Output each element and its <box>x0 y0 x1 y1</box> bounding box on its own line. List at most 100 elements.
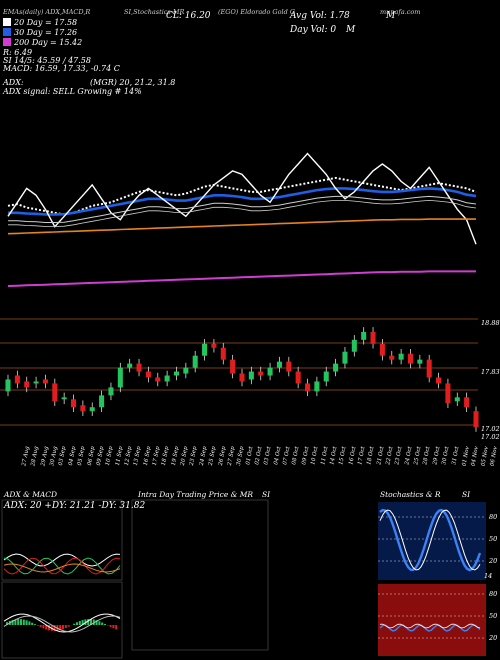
stoch-tick-80: 80 <box>489 513 498 521</box>
stoch2-tick-80: 80 <box>489 590 498 598</box>
candle-body <box>464 397 470 408</box>
candle-body <box>314 381 320 392</box>
macd-signal-line <box>3 615 121 633</box>
candle-body <box>42 379 48 384</box>
candle-body <box>304 383 311 392</box>
macd-histogram-bar <box>87 619 90 625</box>
ema-line-100-day <box>7 218 476 235</box>
mrsi-panel-bg <box>378 584 486 656</box>
mrsi-line <box>379 624 481 632</box>
candle-body <box>70 399 77 408</box>
candle-body <box>108 387 114 396</box>
candle-body <box>351 339 357 352</box>
adx-label: ADX: <box>3 78 24 87</box>
ema-line-30-day <box>8 187 477 216</box>
candle-body <box>192 355 198 368</box>
candle-body <box>173 371 180 376</box>
r-label: R: 6.49 <box>3 48 33 57</box>
candle-body <box>155 377 161 382</box>
macd-histogram-bar <box>34 624 36 625</box>
macd-histogram-bar <box>95 620 98 625</box>
candle-body <box>33 381 39 384</box>
macd-histogram-bar <box>22 619 25 625</box>
intraday-panel-frame <box>131 499 269 651</box>
adx-values: ADX: 20 +DY: 21.21 -DY: 31.82 <box>4 501 146 511</box>
macd-histogram-bar <box>101 622 104 625</box>
ticker-name: (EGO) Eldorado Gold C <box>218 8 295 16</box>
stoch-corner: 14 <box>484 572 493 580</box>
si-values: SI 14/5: 45.59 / 47.58 <box>3 56 91 65</box>
intraday-panel-title: Intra Day Trading Price & MR <box>138 490 254 499</box>
macd-histogram-bar <box>14 619 17 625</box>
candle-body <box>239 373 245 382</box>
ema200-legend: 200 Day = 15.42 <box>3 38 82 47</box>
intraday-panel-si: SI <box>262 490 271 499</box>
candle-body <box>24 381 30 388</box>
macd-histogram-bar <box>25 620 28 625</box>
price-label-top: 18.88 <box>481 319 500 327</box>
candle-body <box>333 363 339 372</box>
candle-body <box>230 359 236 374</box>
candle-body <box>52 383 58 402</box>
macd-histogram-bar <box>53 625 56 631</box>
candle-body <box>89 407 95 412</box>
candle-body <box>436 377 442 384</box>
candle-body <box>14 375 20 384</box>
adx-line <box>3 553 121 567</box>
candle-body <box>258 371 264 376</box>
candle-body <box>379 343 385 356</box>
ticker-label: EMAs(daily) ADX,MACD,R <box>3 8 91 16</box>
price-label-mid: 17.83 <box>481 368 500 376</box>
stoch-k-line <box>379 508 482 572</box>
mrsi-signal-line <box>379 623 481 629</box>
candle-body <box>267 367 273 376</box>
macd-line <box>3 613 121 633</box>
site-label: munafa.com <box>380 8 421 16</box>
candle-body <box>61 397 67 400</box>
macd-histogram-bar <box>81 620 84 625</box>
candle-body <box>5 379 11 392</box>
macd-histogram-bar <box>31 622 34 625</box>
macd-histogram-bar <box>76 622 78 625</box>
stoch-panel-title: Stochastics & R <box>380 490 441 499</box>
candle-body <box>80 405 86 412</box>
candle-body <box>407 353 414 364</box>
candle-body <box>398 353 404 360</box>
stoch-tick-50: 50 <box>489 535 498 543</box>
candle-body <box>426 359 432 378</box>
macd-histogram-bar <box>67 625 70 627</box>
ema-line-60-day <box>8 199 477 227</box>
macd-histogram-bar <box>73 623 76 625</box>
adx-orange-line <box>3 563 121 573</box>
candle-body <box>276 361 282 368</box>
avg-volume-unit: M <box>386 11 396 21</box>
candle-body <box>117 367 123 388</box>
candle-body <box>389 355 395 360</box>
macd-histogram-bar <box>90 619 92 625</box>
candle-body <box>417 359 423 364</box>
adx-signal: ADX signal: SELL Growing # 14% <box>3 87 142 96</box>
macd-histogram-bar <box>92 619 95 625</box>
ema-line-50-day <box>8 195 477 223</box>
macd-histogram-bar <box>11 619 14 625</box>
ema20-legend: 20 Day = 17.58 <box>3 18 77 27</box>
mgr-values: (MGR) 20, 21.2, 31.8 <box>90 78 176 87</box>
candle-body <box>370 331 376 344</box>
macd-histogram-bar <box>39 625 42 628</box>
candle-body <box>183 367 189 374</box>
avg-volume: Avg Vol: 1.78 <box>290 11 350 21</box>
candle-body <box>445 383 451 404</box>
macd-histogram-bar <box>109 625 112 627</box>
ema30-legend: 30 Day = 17.26 <box>3 28 77 37</box>
close-price: CL: 16.20 <box>166 11 211 21</box>
candle-body <box>361 331 367 340</box>
ema-line-20-day <box>7 176 477 216</box>
plus-di-line <box>3 557 121 575</box>
day-volume-unit: M <box>346 25 356 35</box>
candle-body <box>248 371 254 380</box>
macd-histogram-bar <box>36 625 39 626</box>
macd-histogram-bar <box>42 625 45 629</box>
adx-panel-title: ADX & MACD <box>4 490 58 499</box>
macd-histogram-bar <box>48 625 50 631</box>
